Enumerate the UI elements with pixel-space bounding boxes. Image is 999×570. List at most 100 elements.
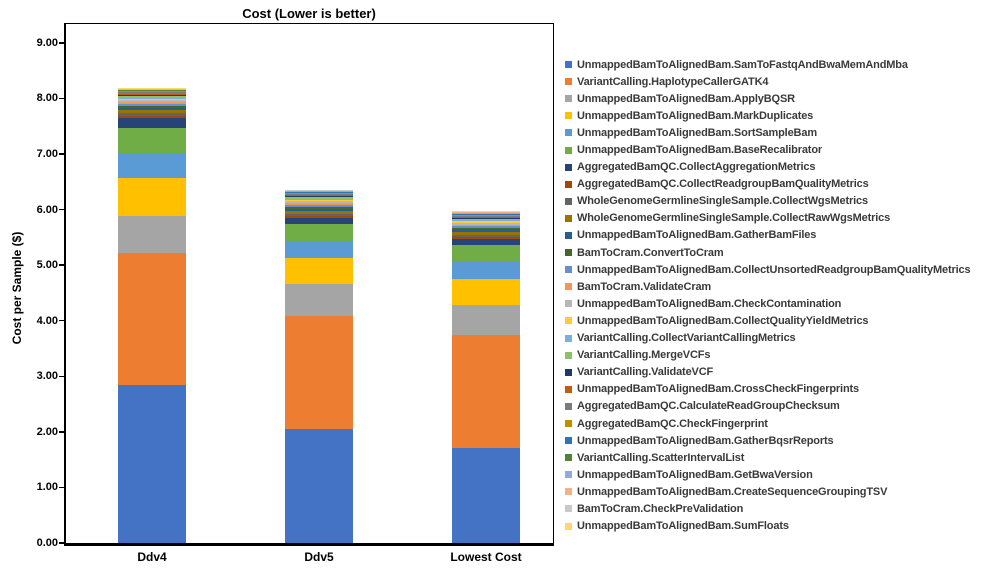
plot-area (64, 23, 554, 546)
bar-segment (452, 216, 520, 218)
bar-segment (452, 221, 520, 223)
bar-segment (285, 192, 353, 193)
bar-segment (285, 190, 353, 192)
bar-segment (285, 224, 353, 241)
bar-segment (452, 230, 520, 233)
legend-label: VariantCalling.MergeVCFs (577, 349, 711, 362)
legend-label: UnmappedBamToAlignedBam.CheckContaminati… (577, 297, 842, 310)
legend-label: UnmappedBamToAlignedBam.GatherBqsrReport… (577, 434, 834, 447)
bar-segment (285, 284, 353, 316)
bar-segment (285, 204, 353, 207)
bar-segment (452, 215, 520, 217)
legend-swatch-icon (565, 317, 572, 325)
legend-swatch-icon (565, 180, 572, 188)
legend-label: BamToCram.CheckPreValidation (577, 502, 744, 515)
bar-segment (118, 105, 186, 108)
bar-segment (285, 202, 353, 205)
legend-swatch-icon (565, 385, 572, 393)
legend-item: AggregatedBamQC.CollectReadgroupBamQuali… (565, 176, 997, 193)
y-tick-mark (59, 542, 64, 544)
bar-segment (118, 92, 186, 94)
bar-ddv5 (285, 189, 353, 543)
legend-label: WholeGenomeGermlineSingleSample.CollectR… (577, 212, 891, 225)
bar-segment (118, 115, 186, 119)
legend-item: UnmappedBamToAlignedBam.SortSampleBam (565, 124, 997, 141)
y-tick-label: 5.00 (36, 259, 58, 272)
legend-item: WholeGenomeGermlineSingleSample.CollectR… (565, 210, 997, 227)
legend-label: VariantCalling.CollectVariantCallingMetr… (577, 332, 796, 345)
bar-segment (285, 257, 353, 285)
bar-segment (118, 88, 186, 89)
bar-segment (285, 194, 353, 196)
y-tick-mark (59, 42, 64, 44)
legend-label: UnmappedBamToAlignedBam.SumFloats (577, 520, 789, 533)
legend-swatch-icon (565, 197, 572, 205)
legend-label: UnmappedBamToAlignedBam.CollectUnsortedR… (577, 263, 971, 276)
bar-segment (285, 193, 353, 195)
legend-label: AggregatedBamQC.CalculateReadGroupChecks… (577, 400, 840, 413)
legend-item: UnmappedBamToAlignedBam.SamToFastqAndBwa… (565, 56, 997, 73)
bar-segment (285, 206, 353, 210)
legend-swatch-icon (565, 402, 572, 410)
legend-swatch-icon (565, 214, 572, 222)
y-tick-label: 6.00 (36, 203, 58, 216)
legend-label: UnmappedBamToAlignedBam.SortSampleBam (577, 126, 817, 139)
legend-label: AggregatedBamQC.CheckFingerprint (577, 417, 768, 430)
legend-swatch-icon (565, 231, 572, 239)
bar-segment (452, 232, 520, 235)
bar-segment (285, 195, 353, 197)
legend-swatch-icon (565, 454, 572, 462)
chart-title: Cost (Lower is better) (242, 6, 376, 21)
bar-lowest-cost (452, 211, 520, 543)
legend-label: VariantCalling.HaplotypeCallerGATK4 (577, 75, 769, 88)
legend-item: WholeGenomeGermlineSingleSample.CollectW… (565, 193, 997, 210)
bar-segment (285, 213, 353, 216)
bar-segment (285, 315, 353, 429)
legend-item: UnmappedBamToAlignedBam.ApplyBQSR (565, 90, 997, 107)
bar-segment (452, 236, 520, 240)
legend-label: UnmappedBamToAlignedBam.SamToFastqAndBwa… (577, 58, 908, 71)
y-tick-mark (59, 153, 64, 155)
legend-swatch-icon (565, 129, 572, 137)
legend-label: UnmappedBamToAlignedBam.CreateSequenceGr… (577, 485, 888, 498)
bar-segment (118, 98, 186, 101)
bar-segment (118, 216, 186, 253)
legend-label: UnmappedBamToAlignedBam.ApplyBQSR (577, 92, 795, 105)
bar-segment (452, 225, 520, 228)
legend-item: VariantCalling.CollectVariantCallingMetr… (565, 330, 997, 347)
y-tick-label: 4.00 (36, 314, 58, 327)
bar-segment (452, 279, 520, 305)
y-tick-mark (59, 264, 64, 266)
legend-label: UnmappedBamToAlignedBam.CrossCheckFinger… (577, 383, 859, 396)
legend-label: BamToCram.ConvertToCram (577, 246, 724, 259)
legend-swatch-icon (565, 505, 572, 513)
bar-segment (452, 262, 520, 280)
legend-item: UnmappedBamToAlignedBam.CollectUnsortedR… (565, 261, 997, 278)
bar-segment (118, 153, 186, 179)
bar-segment (118, 107, 186, 111)
y-tick-mark (59, 319, 64, 322)
legend-item: VariantCalling.HaplotypeCallerGATK4 (565, 73, 997, 90)
legend-swatch-icon (565, 420, 572, 428)
legend: UnmappedBamToAlignedBam.SamToFastqAndBwa… (565, 56, 997, 535)
bar-segment (452, 219, 520, 221)
legend-item: UnmappedBamToAlignedBam.CreateSequenceGr… (565, 483, 997, 500)
bar-segment (285, 197, 353, 199)
bar-segment (118, 110, 186, 113)
legend-label: UnmappedBamToAlignedBam.CollectQualityYi… (577, 314, 869, 327)
bar-segment (452, 213, 520, 214)
y-tick-mark (59, 486, 64, 489)
legend-item: UnmappedBamToAlignedBam.BaseRecalibrator (565, 141, 997, 158)
legend-swatch-icon (565, 163, 572, 171)
legend-label: UnmappedBamToAlignedBam.BaseRecalibrator (577, 144, 823, 157)
bar-segment (118, 384, 186, 543)
y-tick-label: 9.00 (36, 36, 58, 49)
bar-segment (452, 244, 520, 263)
legend-swatch-icon (565, 283, 572, 291)
bar-segment (118, 118, 186, 129)
legend-item: UnmappedBamToAlignedBam.GetBwaVersion (565, 466, 997, 483)
bar-segment (452, 211, 520, 213)
legend-swatch-icon (565, 300, 572, 308)
legend-swatch-icon (565, 437, 572, 445)
